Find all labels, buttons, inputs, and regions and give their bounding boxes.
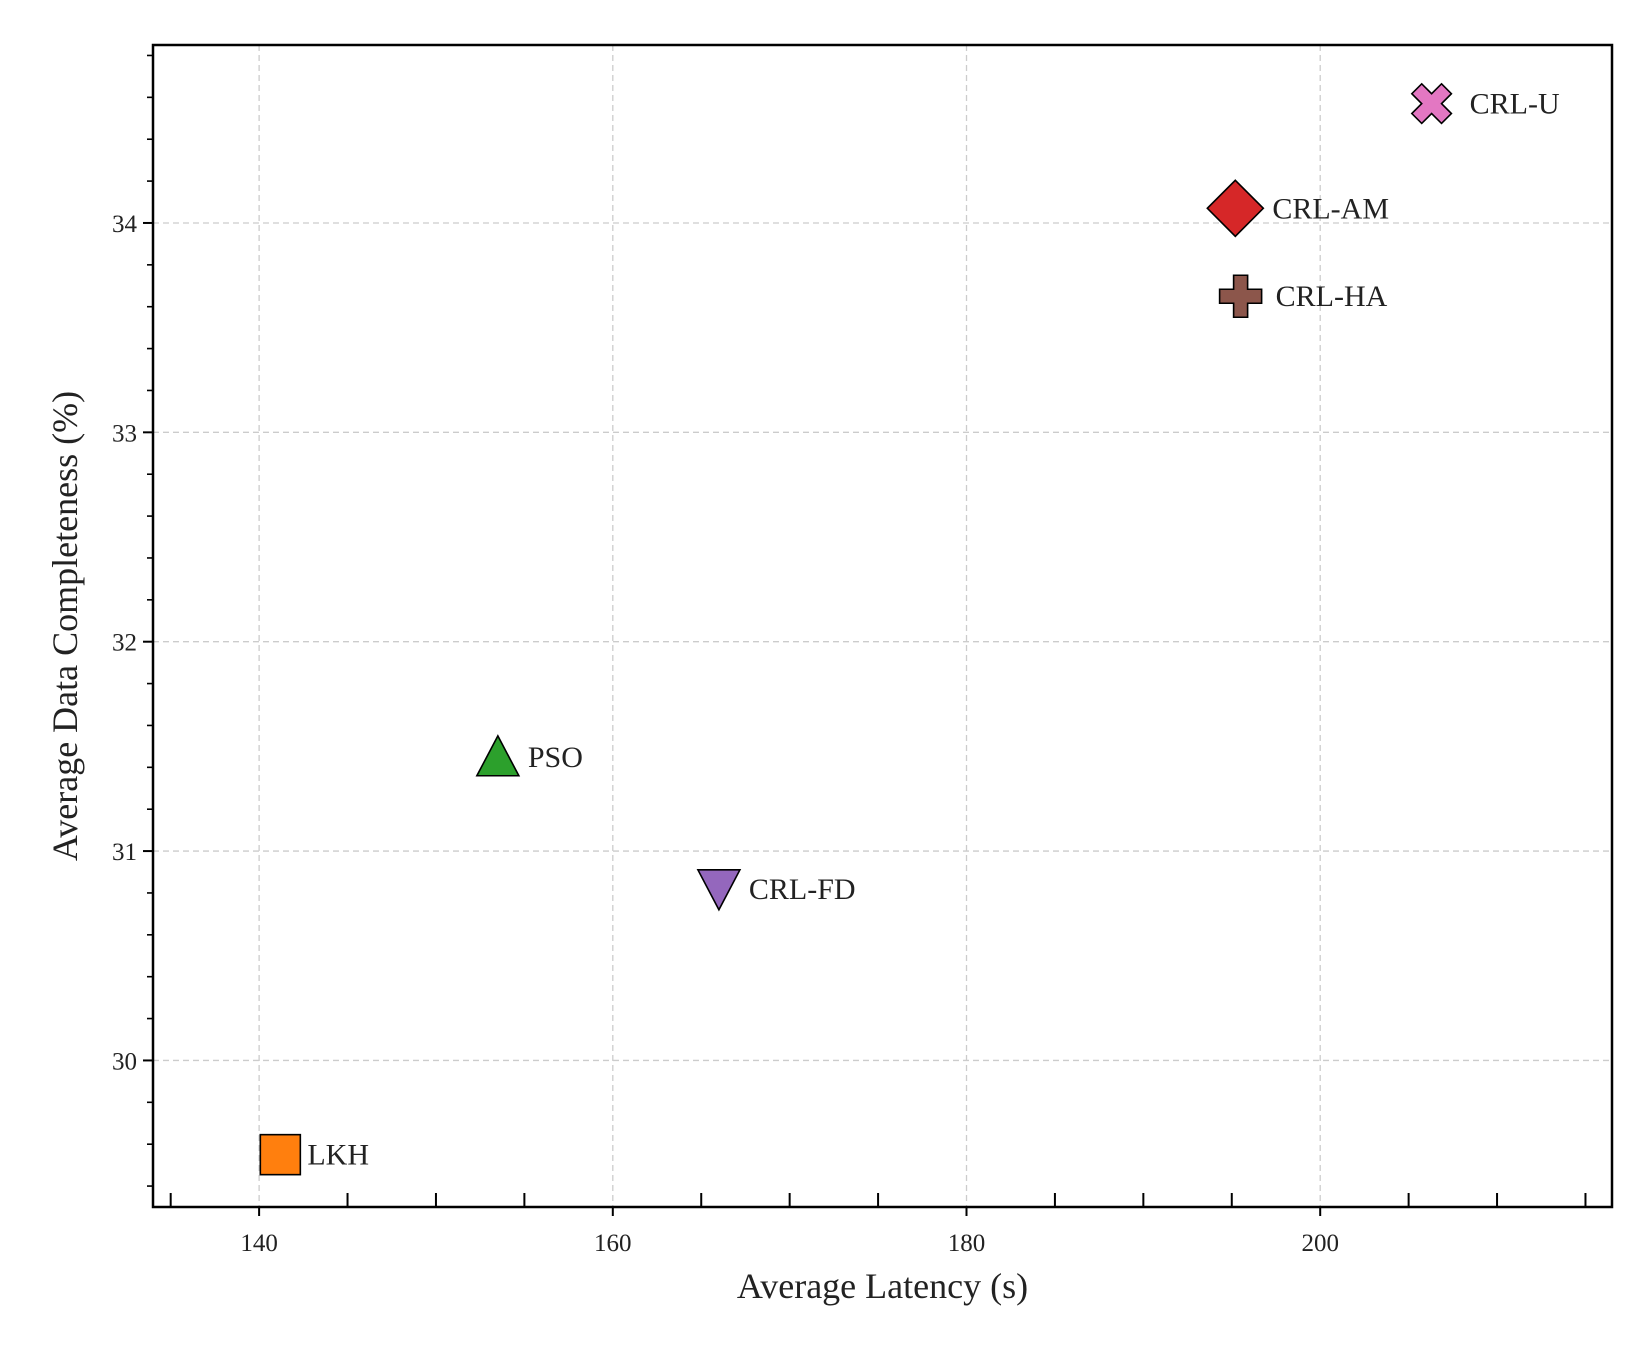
point-marker-pso — [475, 734, 521, 777]
y-tick-label: 32 — [112, 630, 137, 657]
axis-ticks — [143, 54, 1587, 1216]
grid-lines — [153, 45, 1612, 1207]
x-tick-label: 200 — [1301, 1230, 1339, 1257]
y-tick-label: 30 — [112, 1048, 137, 1075]
tick-labels: 140 160 180 200 30 31 32 33 34 — [112, 211, 1339, 1257]
point-label-crl-u: CRL-U — [1470, 88, 1560, 121]
point-marker-crl-fd — [696, 869, 742, 912]
point-label-pso: PSO — [528, 741, 583, 774]
y-tick-label: 34 — [112, 211, 138, 238]
y-tick-label: 33 — [112, 420, 137, 447]
x-axis-title: Average Latency (s) — [737, 1266, 1028, 1306]
x-tick-label: 180 — [948, 1230, 986, 1257]
data-points: LKH PSO CRL-FD CRL-AM CRL-HA CRL-U — [259, 82, 1560, 1176]
point-marker-lkh — [259, 1133, 302, 1176]
point-label-crl-am: CRL-AM — [1272, 192, 1389, 225]
point-marker-crl-am — [1206, 179, 1265, 238]
point-marker-crl-u — [1410, 82, 1453, 125]
point-label-crl-fd: CRL-FD — [749, 873, 856, 906]
x-tick-label: 140 — [240, 1230, 278, 1257]
point-label-crl-ha: CRL-HA — [1276, 280, 1388, 313]
y-tick-label: 31 — [112, 839, 137, 866]
point-label-lkh: LKH — [307, 1139, 369, 1172]
y-axis-title: Average Data Completeness (%) — [45, 391, 85, 861]
x-tick-label: 160 — [594, 1230, 632, 1257]
point-marker-crl-ha — [1218, 274, 1263, 319]
plot-frame — [151, 43, 1614, 1209]
